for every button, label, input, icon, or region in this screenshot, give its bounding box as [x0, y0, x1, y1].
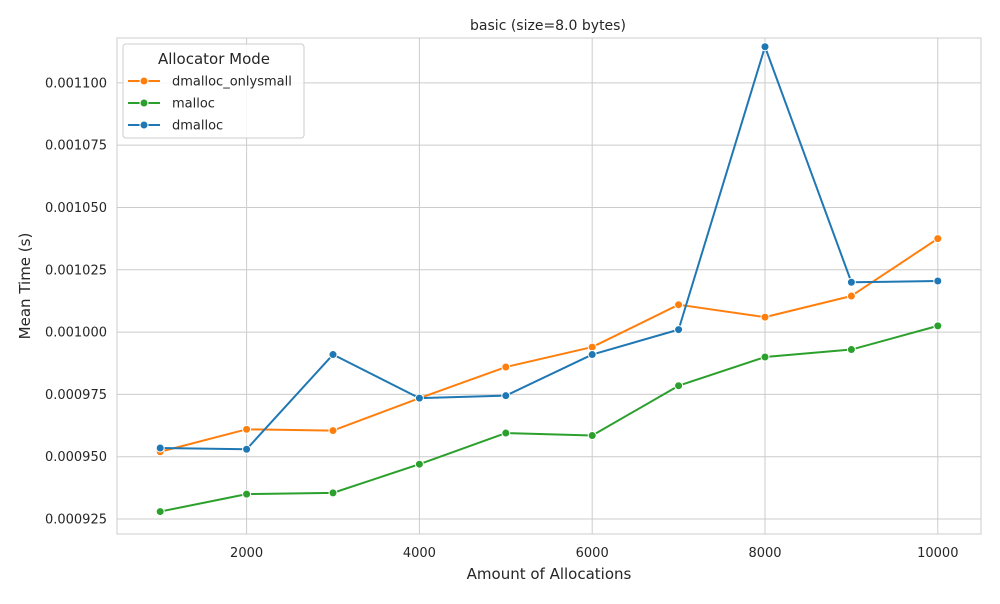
legend-label: malloc — [172, 97, 215, 112]
data-point — [501, 391, 511, 401]
chart-title: basic (size=8.0 bytes) — [470, 18, 626, 34]
legend-entry: malloc — [128, 97, 215, 112]
legend-title: Allocator Mode — [158, 50, 270, 68]
legend-label: dmalloc — [172, 119, 223, 134]
legend: Allocator Mode dmalloc_onlysmallmallocdm… — [122, 43, 305, 139]
data-point — [846, 345, 856, 355]
x-tick-label: 6000 — [576, 546, 609, 561]
series-dmalloc — [155, 42, 943, 454]
x-axis-label: Amount of Allocations — [467, 565, 632, 583]
data-point — [242, 489, 252, 499]
data-point — [155, 507, 165, 517]
y-tick-label: 0.001100 — [45, 76, 107, 91]
y-axis-ticks: 0.000925 0.000950 0.000975 0.001000 0.001025… — [45, 76, 107, 527]
series-malloc — [155, 321, 943, 517]
legend-marker — [139, 120, 149, 130]
data-point — [674, 325, 684, 335]
x-tick-label: 4000 — [403, 546, 436, 561]
series-lines — [155, 42, 943, 517]
x-tick-label: 10000 — [917, 546, 958, 561]
y-tick-label: 0.001050 — [45, 201, 107, 216]
legend-marker — [139, 76, 149, 86]
data-point — [674, 381, 684, 391]
data-point — [414, 393, 424, 403]
y-tick-label: 0.000925 — [45, 513, 107, 528]
x-tick-label: 2000 — [230, 546, 263, 561]
data-point — [760, 352, 770, 362]
legend-entry: dmalloc — [128, 119, 223, 134]
legend-marker — [139, 98, 149, 108]
y-tick-label: 0.001075 — [45, 139, 107, 154]
data-point — [328, 488, 338, 498]
legend-label: dmalloc_onlysmall — [172, 75, 292, 90]
data-point — [587, 431, 597, 441]
data-point — [414, 459, 424, 469]
legend-entry: dmalloc_onlysmall — [128, 75, 292, 90]
data-point — [933, 234, 943, 244]
data-point — [846, 291, 856, 301]
data-point — [760, 312, 770, 322]
y-tick-label: 0.001000 — [45, 326, 107, 341]
data-point — [242, 444, 252, 454]
data-point — [501, 362, 511, 372]
data-point — [760, 42, 770, 52]
series-line — [160, 45, 938, 451]
data-point — [242, 424, 252, 434]
data-point — [933, 321, 943, 331]
x-axis-ticks: 2000 4000 6000 8000 10000 — [230, 546, 958, 561]
data-point — [846, 277, 856, 287]
data-point — [155, 443, 165, 453]
y-tick-label: 0.000975 — [45, 388, 107, 403]
legend-box — [122, 43, 305, 139]
data-point — [587, 350, 597, 360]
series-line — [159, 237, 939, 453]
data-point — [933, 276, 943, 286]
y-tick-label: 0.000950 — [45, 450, 107, 465]
data-point — [674, 300, 684, 310]
series-line — [160, 324, 939, 513]
data-point — [587, 342, 597, 352]
y-tick-label: 0.001025 — [45, 263, 107, 278]
data-point — [501, 428, 511, 438]
data-point — [328, 350, 338, 360]
y-axis-label: Mean Time (s) — [16, 233, 34, 340]
data-point — [328, 426, 338, 436]
x-tick-label: 8000 — [748, 546, 781, 561]
